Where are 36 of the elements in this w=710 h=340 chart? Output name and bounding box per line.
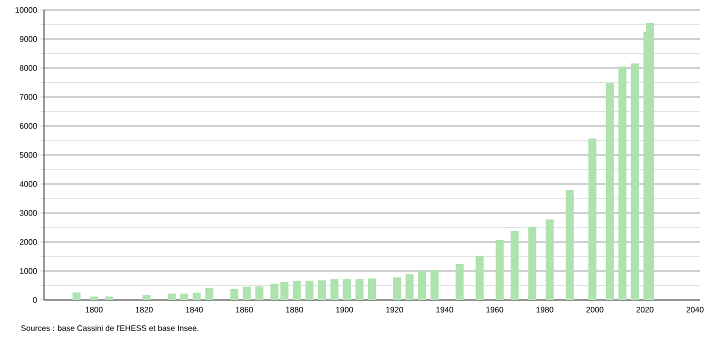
bar [430, 270, 439, 300]
bar [105, 296, 114, 300]
bar [355, 279, 364, 300]
bar [205, 288, 214, 300]
bar [618, 66, 626, 300]
bar [180, 294, 188, 300]
bar [318, 280, 326, 300]
bar [255, 286, 264, 300]
bar [192, 292, 201, 300]
bar [72, 292, 81, 300]
bar [496, 240, 504, 300]
bar [528, 226, 536, 300]
bar [393, 277, 402, 300]
bar [588, 138, 596, 300]
bar [90, 296, 98, 300]
bar [168, 294, 176, 300]
bar [305, 280, 314, 300]
bar [142, 295, 151, 300]
bar [566, 190, 574, 300]
bar [342, 279, 351, 300]
bar [270, 284, 278, 300]
bar [242, 286, 251, 300]
bar [630, 63, 639, 300]
bar [606, 83, 614, 300]
bar [456, 264, 464, 300]
bar [280, 282, 288, 300]
bar [646, 23, 654, 300]
bar [406, 274, 414, 300]
bar [418, 271, 426, 300]
bar [368, 278, 376, 300]
bar [546, 219, 554, 300]
bar [476, 256, 484, 300]
bar [230, 288, 238, 300]
bar [330, 279, 338, 300]
bar [292, 280, 301, 300]
bar [510, 230, 519, 300]
